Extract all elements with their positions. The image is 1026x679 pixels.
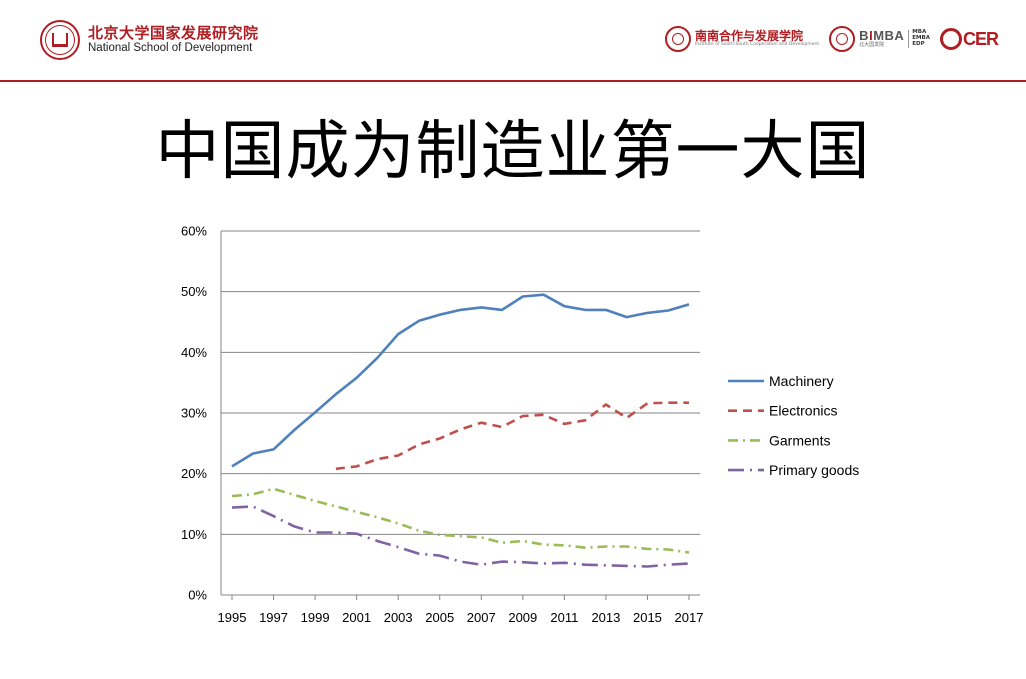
nsd-logo: 北京大学国家发展研究院 National School of Developme… [40,20,259,60]
bimba-name-cn: 北大国发院 [859,42,885,49]
x-tick-label: 2007 [467,610,496,625]
x-tick-label: 2015 [633,610,662,625]
x-tick-label: 2003 [384,610,413,625]
series-line-electronics [335,401,689,471]
legend-label-primary-goods: Primary goods [769,462,859,478]
legend-label-garments: Garments [769,432,830,448]
x-tick-label: 2013 [591,610,620,625]
y-tick-label: 40% [181,345,207,360]
pku-seal-icon [664,26,691,52]
legend-label-electronics: Electronics [769,403,837,419]
x-tick-label: 1997 [259,610,288,625]
x-tick-label: 1999 [301,610,330,625]
header-divider [0,80,1026,82]
south-south-logo: 南南合作与发展学院 Institute of South-South Coope… [664,26,820,52]
school-name-en: National School of Development [88,42,253,55]
ccer-ring-icon [939,28,962,50]
slide-title: 中国成为制造业第一大国 [155,115,871,189]
bimba-programs: MBA EMBA EDP [908,30,930,48]
slide-header: 北京大学国家发展研究院 National School of Developme… [0,0,1026,82]
x-tick-label: 2017 [675,610,704,625]
pku-seal-icon [829,26,856,52]
partner-name-cn: 南南合作与发展学院 [694,28,803,43]
y-tick-label: 30% [181,406,207,421]
series-line-machinery [231,293,690,468]
partner-name-en: Institute of South-South Cooperation and… [694,42,820,48]
school-name-cn: 北京大学国家发展研究院 [88,23,259,42]
x-tick-label: 2009 [508,610,537,625]
y-tick-label: 20% [181,466,207,481]
y-tick-label: 10% [181,527,207,542]
x-tick-label: 2005 [425,610,454,625]
y-tick-label: 60% [181,224,207,239]
bimba-logo: BIMBA 北大国发院 MBA EMBA EDP [829,26,930,52]
series-line-primary-goods [231,505,690,568]
y-tick-label: 50% [181,284,207,299]
y-tick-label: 0% [188,588,207,603]
series-line-garments [231,487,690,554]
legend-label-machinery: Machinery [769,373,834,389]
ccer-logo: CER [939,28,999,50]
bimba-wordmark: BIMBA [859,28,905,44]
x-tick-label: 2001 [342,610,371,625]
x-tick-label: 1995 [218,610,247,625]
x-tick-label: 2011 [550,610,578,625]
pku-seal-icon [40,20,80,60]
partner-logos: 南南合作与发展学院 Institute of South-South Coope… [664,26,999,52]
